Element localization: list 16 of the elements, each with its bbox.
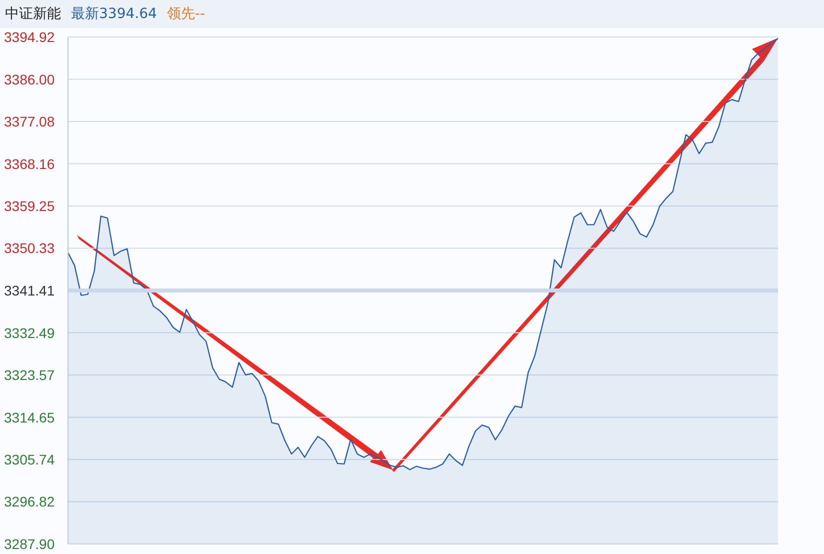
y-tick-label: 3368.16 (4, 156, 55, 172)
text: 领先-- (166, 5, 206, 23)
y-tick-label: 3394.92 (4, 29, 55, 45)
y-tick-label: 3323.57 (4, 367, 55, 384)
y-tick-label: 3350.33 (4, 240, 55, 256)
y-tick-label: 3314.65 (4, 409, 55, 426)
y-tick-label: 3341.41 (4, 282, 55, 298)
y-tick-label: 3377.08 (4, 114, 55, 130)
chart-title: 中证新能 (5, 5, 61, 23)
y-tick-label: 3305.74 (4, 451, 55, 468)
chart-subtitle: 最新3394.64 (71, 5, 157, 23)
y-tick-label: 3359.25 (4, 198, 55, 214)
y-tick-label: 3296.82 (4, 494, 55, 510)
y-tick-label: 3386.00 (4, 71, 55, 88)
y-tick-label: 3332.49 (4, 324, 55, 341)
y-tick-label: 3287.90 (4, 536, 55, 552)
